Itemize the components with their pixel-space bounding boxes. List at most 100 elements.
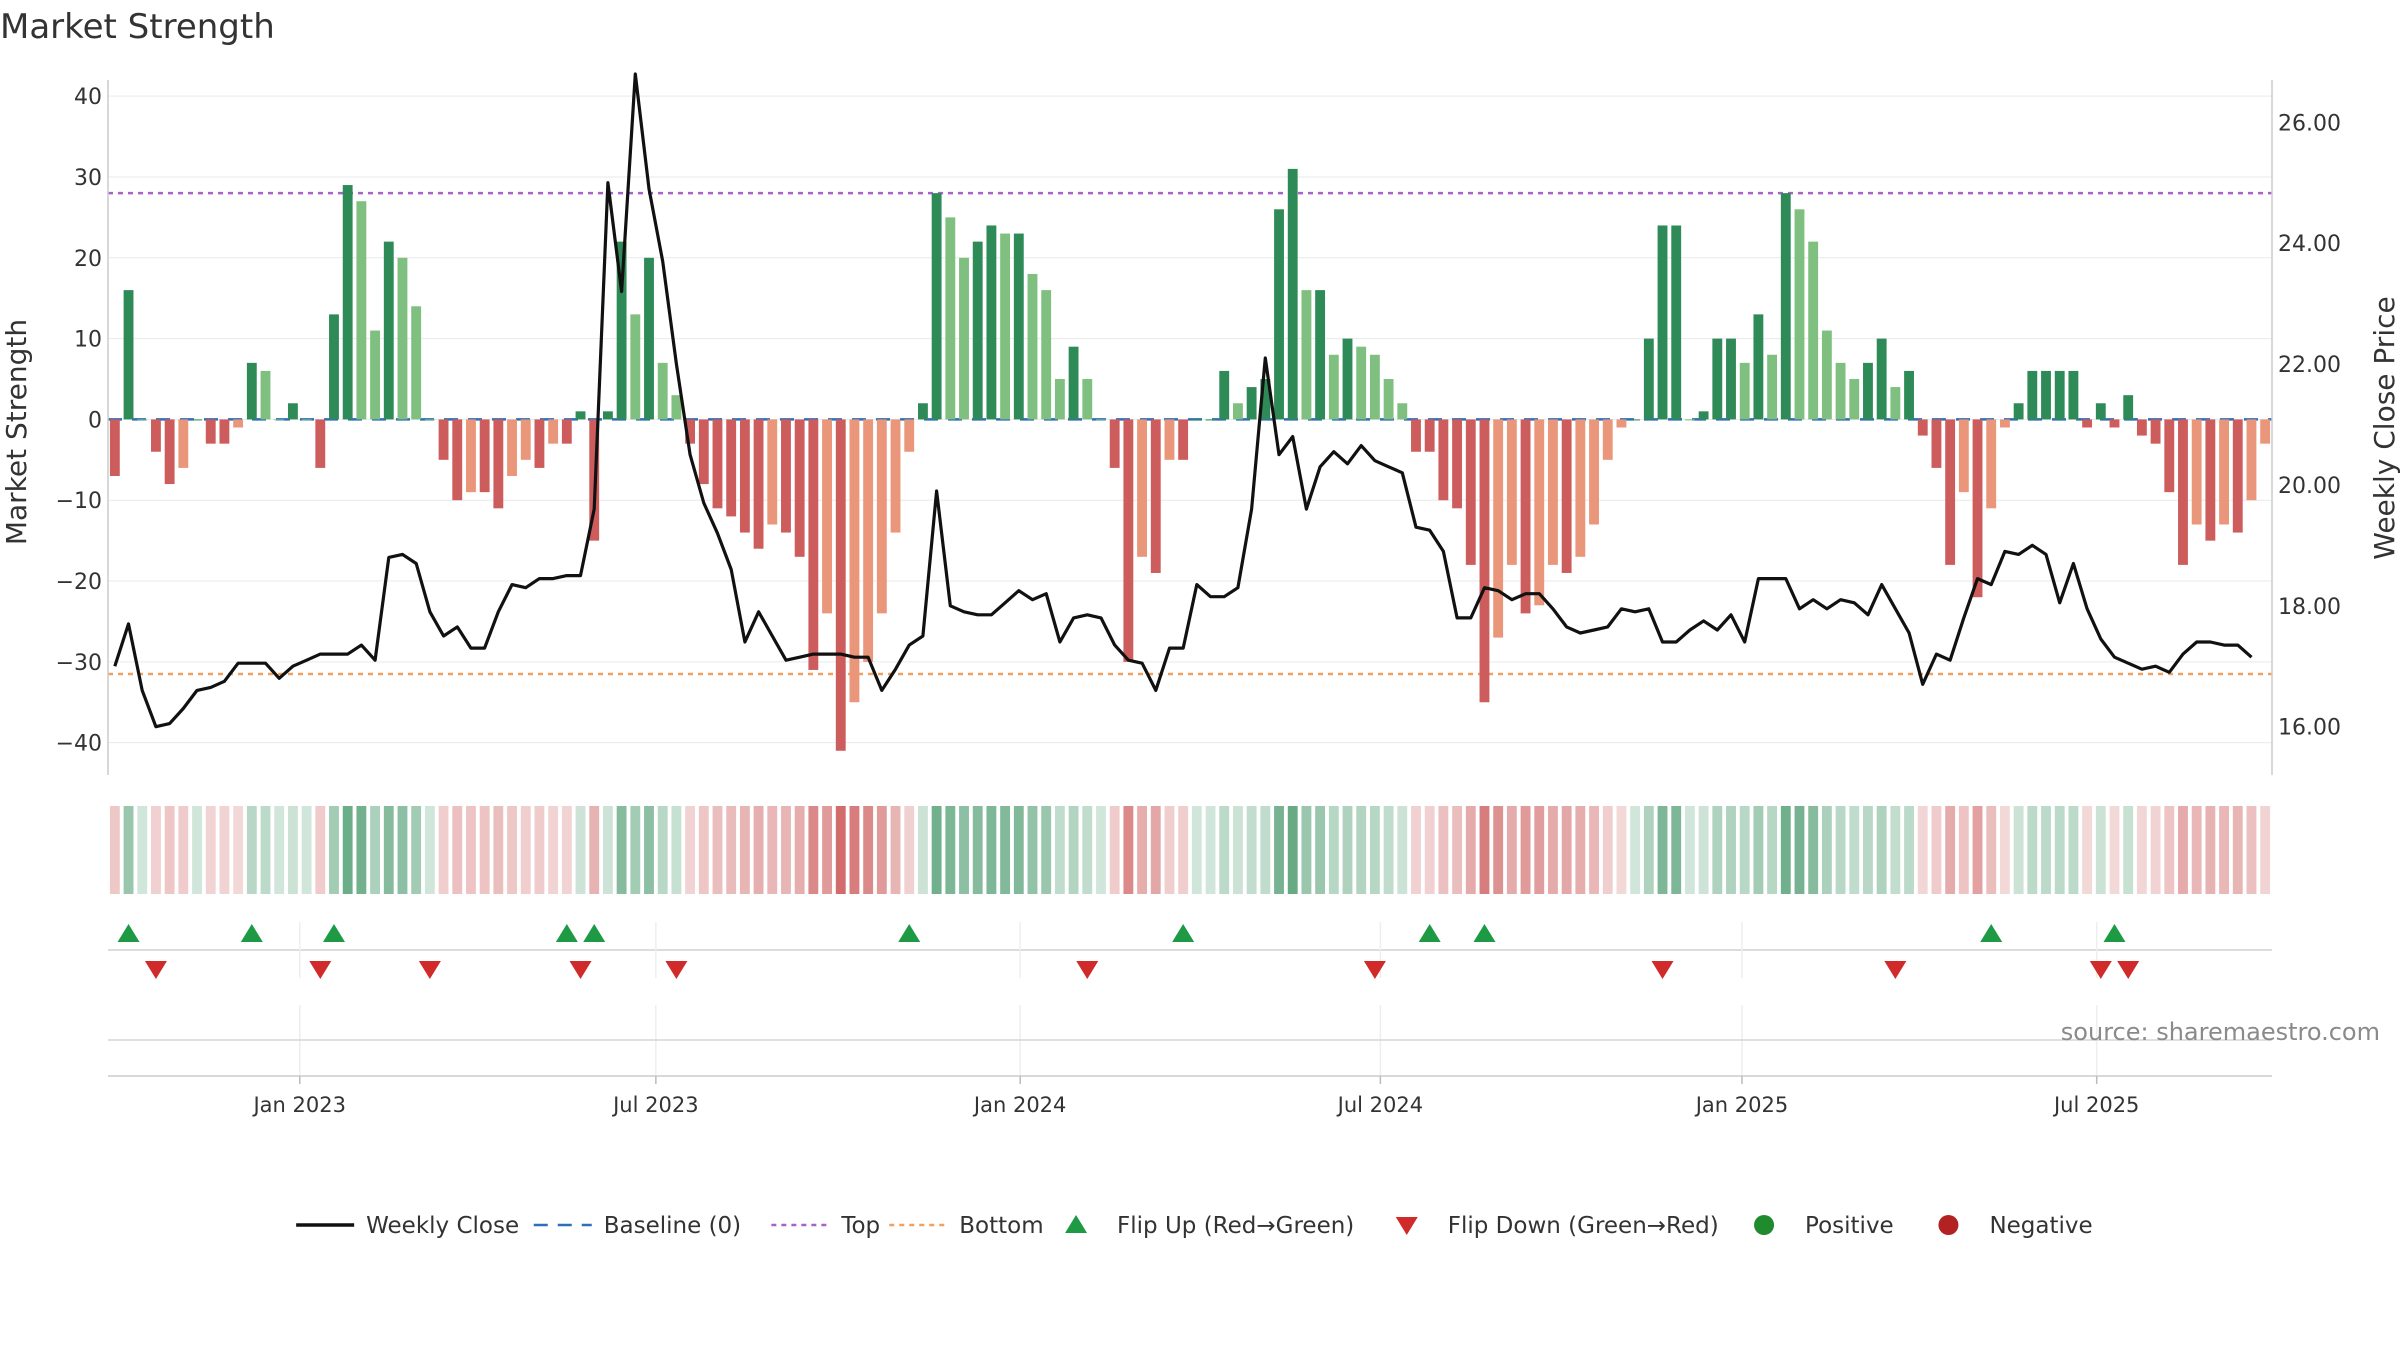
strength-bar <box>1520 419 1531 614</box>
heat-cell <box>2054 806 2065 894</box>
strength-bar <box>1876 338 1887 420</box>
strength-bar <box>1164 419 1175 460</box>
heat-cell <box>329 806 339 894</box>
heat-cell <box>397 806 408 894</box>
heat-cell <box>1835 806 1846 894</box>
heat-cell <box>972 806 983 894</box>
strength-bar <box>1068 346 1079 420</box>
strength-bar <box>2246 419 2257 501</box>
strength-bar <box>2136 419 2147 436</box>
strength-bar <box>411 306 422 420</box>
heat-cell <box>301 806 312 894</box>
heat-cell <box>520 806 531 894</box>
heat-cell <box>1630 806 1641 894</box>
strength-bar <box>205 419 216 444</box>
strength-bar <box>2232 419 2243 533</box>
strength-bar <box>1945 419 1956 565</box>
heat-cell <box>1794 806 1805 894</box>
weekly-close-line <box>113 72 2253 729</box>
heat-cell <box>1890 806 1901 894</box>
heat-cell <box>2191 806 2202 894</box>
heat-cell <box>1219 806 1230 894</box>
heat-cell <box>1465 806 1476 894</box>
strength-bar <box>2095 403 2106 420</box>
heat-cell <box>1301 806 1312 894</box>
heat-cell <box>219 806 230 894</box>
strength-bar <box>1753 314 1764 420</box>
heat-cell <box>1643 806 1654 894</box>
legend-swatch-circle <box>1754 1215 1775 1235</box>
strength-bar <box>1082 379 1093 420</box>
strength-bar <box>452 419 463 501</box>
heat-cell <box>1493 806 1504 894</box>
legend-swatch-tri-up <box>1065 1215 1088 1233</box>
strength-bar <box>781 419 791 533</box>
x-tick-label: Jul 2025 <box>2052 1093 2139 1117</box>
heat-cell <box>616 806 627 894</box>
strength-bar <box>2054 370 2065 420</box>
strength-bar <box>1356 346 1367 420</box>
heat-cell <box>534 806 545 894</box>
x-tick-label: Jul 2024 <box>1336 1093 1423 1117</box>
heat-cell <box>1506 806 1517 894</box>
heat-cell <box>561 806 572 894</box>
strength-bar <box>739 419 750 533</box>
strength-bar <box>329 314 339 420</box>
strength-bar <box>164 419 175 485</box>
heat-cell <box>1054 806 1065 894</box>
strength-bar <box>917 403 928 420</box>
strength-bar <box>137 419 148 421</box>
strength-bar <box>1643 338 1654 420</box>
strength-bar <box>2150 419 2161 444</box>
legend-label: Baseline (0) <box>604 1213 741 1239</box>
legend-swatch-circle <box>1938 1215 1959 1235</box>
x-tick-label: Jan 2024 <box>972 1093 1067 1117</box>
dot-panel <box>108 1005 2272 1077</box>
strength-bar <box>1219 370 1230 420</box>
x-axis-ticks: Jan 2023 Jul 2023 Jan 2024 Jul 2024 Jan 2025… <box>251 1076 2139 1117</box>
strength-bar <box>1767 354 1778 420</box>
strength-bar <box>1931 419 1942 468</box>
flip-up-marker <box>555 924 578 942</box>
strength-bar <box>1287 168 1298 420</box>
strength-bar <box>1958 419 1969 493</box>
heat-cell <box>1863 806 1873 894</box>
strength-bar <box>260 370 271 420</box>
heat-cell <box>1712 806 1723 894</box>
heat-cell <box>1205 806 1216 894</box>
strength-bar <box>794 419 805 557</box>
flip-down-marker <box>144 961 167 979</box>
strength-bar <box>1808 241 1819 420</box>
heat-cell <box>753 806 764 894</box>
strength-bar <box>1342 338 1353 420</box>
strength-bar <box>1041 290 1052 420</box>
heat-cell <box>342 806 353 894</box>
heat-cell <box>1534 806 1545 894</box>
heat-cell <box>1315 806 1326 894</box>
heat-cell <box>1548 806 1558 894</box>
y-axis-label: Market Strength <box>0 319 33 545</box>
strength-bar <box>2205 419 2216 541</box>
flip-up-marker <box>2103 924 2126 942</box>
strength-bar <box>1274 209 1284 420</box>
flip-up-marker <box>1980 924 2003 942</box>
heat-cell <box>1821 806 1832 894</box>
legend: Weekly Close Baseline (0) Top Bottom Flip Up… <box>296 1213 2093 1239</box>
heat-cell <box>917 806 928 894</box>
strength-bar <box>2068 370 2079 420</box>
heat-cell <box>466 806 476 894</box>
strength-bar <box>1479 419 1490 703</box>
heat-cell <box>507 806 517 894</box>
strength-bar <box>2219 419 2229 525</box>
heat-cell <box>1589 806 1599 894</box>
strength-bar <box>698 419 709 485</box>
strength-bar <box>1602 419 1613 460</box>
strength-bar <box>890 419 901 533</box>
strength-bar <box>1260 379 1271 420</box>
heat-cell <box>1082 806 1093 894</box>
flip-down-marker <box>665 961 688 979</box>
legend-label: Flip Down (Green→Red) <box>1448 1213 1719 1239</box>
heat-cell <box>493 806 504 894</box>
strength-bar <box>2178 419 2188 565</box>
y-tick-label: −40 <box>56 732 102 757</box>
